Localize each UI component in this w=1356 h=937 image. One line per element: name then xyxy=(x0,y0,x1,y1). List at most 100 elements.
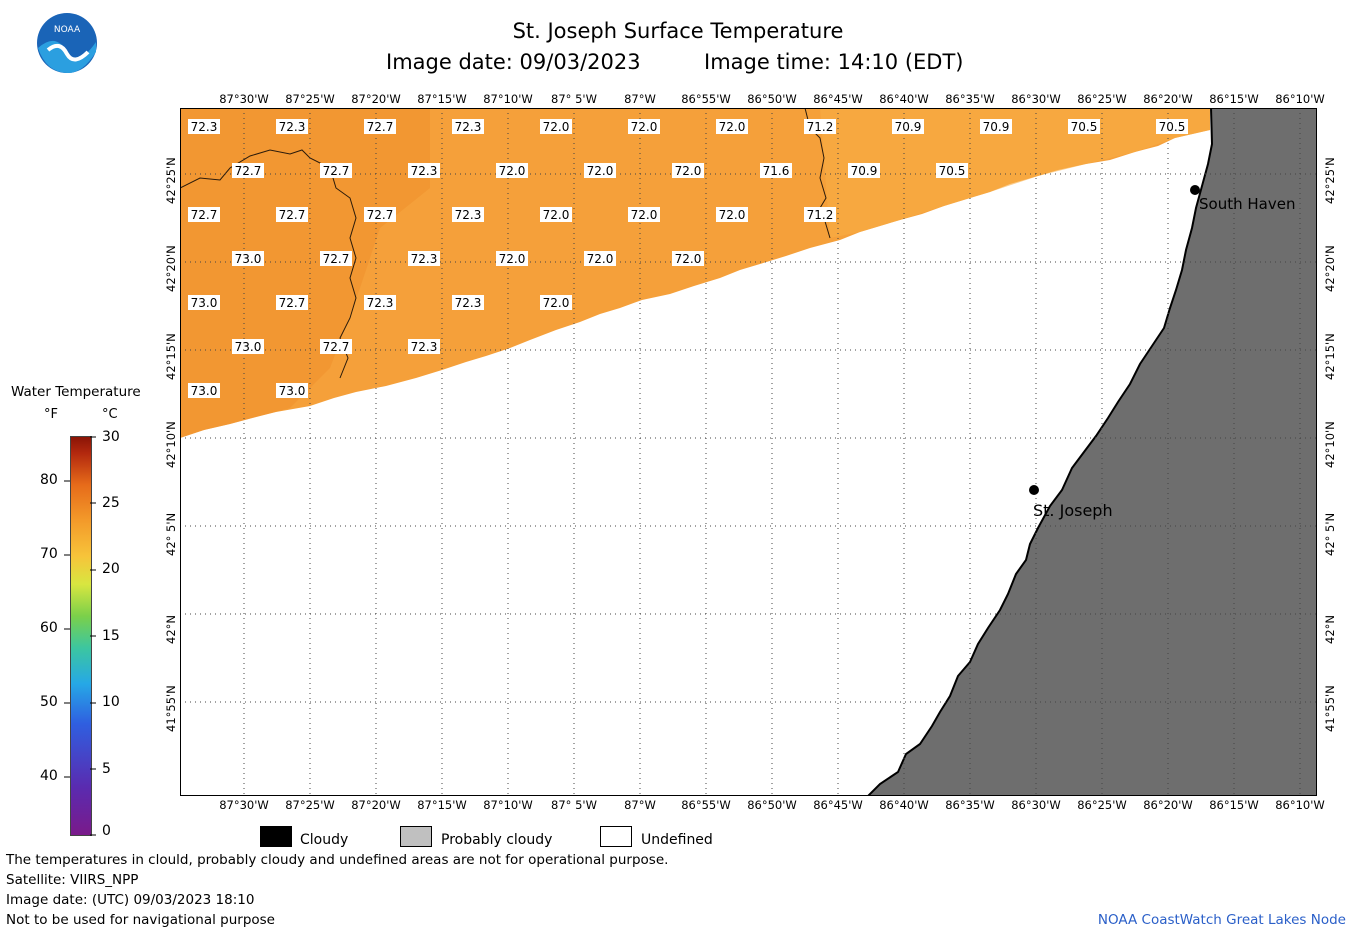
temperature-label-bg xyxy=(584,251,616,266)
temperature-label-bg xyxy=(188,207,220,222)
footer-utc-date: Image date: (UTC) 09/03/2023 18:10 xyxy=(6,892,255,908)
colorbar-unit-c: °C xyxy=(102,407,118,422)
temperature-value: 70.9 xyxy=(983,120,1010,134)
latitude-label-right: 42°15'N xyxy=(1323,333,1337,380)
temperature-label: 72.0 xyxy=(584,251,616,266)
temperature-label-bg xyxy=(628,207,660,222)
temperature-label-bg xyxy=(1156,119,1188,134)
temperature-label: 72.0 xyxy=(540,295,572,310)
longitude-label-bottom: 86°15'W xyxy=(1209,798,1259,812)
temperature-value: 71.2 xyxy=(807,208,834,222)
longitude-label-bottom: 86°30'W xyxy=(1011,798,1061,812)
temperature-label-bg xyxy=(892,119,924,134)
temperature-value: 72.7 xyxy=(279,296,306,310)
temperature-label-bg xyxy=(628,119,660,134)
temperature-value: 72.0 xyxy=(719,120,746,134)
temperature-label-bg xyxy=(408,339,440,354)
temperature-label: 72.0 xyxy=(672,163,704,178)
temperature-value: 72.7 xyxy=(367,120,394,134)
temperature-label-bg xyxy=(364,295,396,310)
temperature-label: 72.3 xyxy=(408,251,440,266)
temperature-label-bg xyxy=(672,163,704,178)
temperature-value: 72.3 xyxy=(411,164,438,178)
temperature-value: 72.3 xyxy=(191,120,218,134)
temperature-label: 73.0 xyxy=(232,339,264,354)
temperature-label-bg xyxy=(452,295,484,310)
temperature-label-bg xyxy=(716,119,748,134)
temperature-label: 73.0 xyxy=(188,383,220,398)
longitude-label-top: 86°10'W xyxy=(1275,92,1325,106)
temperature-label-bg xyxy=(452,207,484,222)
longitude-label-top: 86°50'W xyxy=(747,92,797,106)
longitude-label-bottom: 87°10'W xyxy=(483,798,533,812)
temperature-label-bg xyxy=(320,339,352,354)
colorbar-c-tick: 0 xyxy=(102,823,111,839)
temperature-value: 72.0 xyxy=(631,120,658,134)
colorbar-f-tick: 80 xyxy=(40,472,58,488)
page-title: St. Joseph Surface Temperature xyxy=(512,19,844,43)
temperature-label-bg xyxy=(232,251,264,266)
temperature-label-bg xyxy=(716,207,748,222)
temperature-label-bg xyxy=(540,295,572,310)
temperature-value: 71.6 xyxy=(763,164,790,178)
water-cool-east xyxy=(820,108,1210,238)
temperature-value: 72.3 xyxy=(411,252,438,266)
temperature-label: 72.7 xyxy=(188,207,220,222)
latitude-label-left: 42°25'N xyxy=(164,157,178,204)
colorbar-c-tick: 20 xyxy=(102,561,120,577)
temperature-label: 72.0 xyxy=(628,119,660,134)
temperature-label: 71.6 xyxy=(760,163,792,178)
longitude-label-bottom: 87°20'W xyxy=(351,798,401,812)
legend-probably-cloudy-swatch xyxy=(400,826,432,847)
colorbar-c-tick: 10 xyxy=(102,694,120,710)
temperature-value: 72.3 xyxy=(279,120,306,134)
noaa-logo-icon: NOAA xyxy=(37,13,97,74)
temperature-label: 71.2 xyxy=(804,207,836,222)
temperature-label-bg xyxy=(232,339,264,354)
temperature-label-bg xyxy=(540,207,572,222)
temperature-value: 72.3 xyxy=(455,120,482,134)
temperature-value: 70.5 xyxy=(1071,120,1098,134)
water-warm-west xyxy=(180,108,430,438)
city-label-south-haven: South Haven xyxy=(1199,195,1295,213)
colorbar-c-tick: 5 xyxy=(102,761,111,777)
temperature-label-bg xyxy=(408,251,440,266)
temperature-label: 72.0 xyxy=(672,251,704,266)
colorbar-f-tick: 40 xyxy=(40,768,58,784)
temperature-label-bg xyxy=(672,251,704,266)
longitude-label-top: 86°20'W xyxy=(1143,92,1193,106)
temperature-label-bg xyxy=(276,295,308,310)
temperature-label: 72.3 xyxy=(452,119,484,134)
logo-text: NOAA xyxy=(54,25,81,35)
temperature-label: 72.0 xyxy=(496,163,528,178)
sst-map: 72.3 72.3 72.7 72.3 72.0 72.0 72.0 71.2 70.9 70.9… xyxy=(180,108,1317,796)
temperature-label: 72.3 xyxy=(364,295,396,310)
temperature-label: 72.3 xyxy=(452,207,484,222)
temperature-value: 72.3 xyxy=(455,296,482,310)
temperature-label-bg xyxy=(496,163,528,178)
temperature-value: 72.7 xyxy=(323,252,350,266)
footer-note: The temperatures in clould, probably clo… xyxy=(6,852,669,868)
temperature-label: 70.5 xyxy=(936,163,968,178)
footer-navigation-warning: Not to be used for navigational purpose xyxy=(6,912,275,928)
longitude-label-bottom: 87°25'W xyxy=(285,798,335,812)
temperature-value: 72.3 xyxy=(367,296,394,310)
longitude-label-top: 86°40'W xyxy=(879,92,929,106)
temperature-label: 73.0 xyxy=(276,383,308,398)
temperature-label-bg xyxy=(188,295,220,310)
temperature-label-bg xyxy=(760,163,792,178)
temperature-value: 73.0 xyxy=(191,384,218,398)
latitude-label-left: 42°15'N xyxy=(164,333,178,380)
temperature-label: 72.0 xyxy=(584,163,616,178)
footer-credit: NOAA CoastWatch Great Lakes Node xyxy=(1097,912,1346,928)
longitude-label-bottom: 86°35'W xyxy=(945,798,995,812)
temperature-label: 72.3 xyxy=(408,163,440,178)
temperature-value: 72.0 xyxy=(631,208,658,222)
temperature-label: 72.0 xyxy=(540,207,572,222)
colorbar-c-tick: 15 xyxy=(102,628,120,644)
footer-satellite: Satellite: VIIRS_NPP xyxy=(6,872,139,888)
temperature-label: 72.3 xyxy=(408,339,440,354)
temperature-value: 72.0 xyxy=(587,252,614,266)
longitude-label-top: 86°35'W xyxy=(945,92,995,106)
temperature-label-bg xyxy=(584,163,616,178)
